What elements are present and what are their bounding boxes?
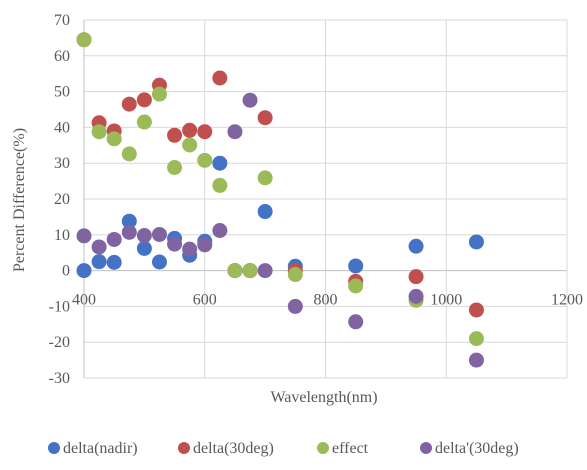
data-point [257,204,273,220]
x-tick-label: 400 [72,292,96,309]
data-points [76,32,484,368]
y-tick-label: 30 [54,155,70,172]
data-point [106,131,122,147]
data-point [212,223,228,239]
data-point [468,352,484,368]
legend-marker [317,442,329,454]
legend-label: delta(nadir) [63,440,138,457]
y-tick-label: 0 [62,263,70,280]
data-point [468,234,484,250]
y-tick-label: 60 [54,48,70,65]
y-tick-label: 10 [54,227,70,244]
legend-label: delta'(30deg) [435,440,519,457]
data-point [257,170,273,186]
data-point [468,331,484,347]
data-point [151,86,167,102]
data-point [287,267,303,283]
data-point [136,92,152,108]
y-tick-label: -30 [49,370,70,387]
data-point [121,96,137,112]
y-tick-label: 70 [54,12,70,29]
data-point [167,236,183,252]
data-point [76,263,92,279]
x-tick-label: 1000 [430,292,462,309]
data-point [182,137,198,153]
data-point [91,254,107,270]
data-point [151,226,167,242]
y-tick-label: -10 [49,298,70,315]
grid [84,19,568,379]
data-point [91,239,107,255]
data-point [408,288,424,304]
data-point [121,146,137,162]
y-axis-title: Percent Difference(%) [11,128,28,272]
data-point [76,228,92,244]
y-tick-label: -20 [49,334,70,351]
data-point [257,110,273,126]
tick-labels: -30 -20 -10 0 10 20 30 40 50 60 70 400 600 800 1000 120… [49,12,583,387]
data-point [182,122,198,138]
legend-marker [178,442,190,454]
legend-label: effect [332,440,369,457]
data-point [167,159,183,175]
data-point [197,237,213,253]
legend-label: delta(30deg) [193,440,274,457]
legend-marker [48,442,60,454]
data-point [227,263,243,279]
data-point [212,70,228,86]
data-point [408,238,424,254]
y-tick-label: 20 [54,191,70,208]
data-point [197,124,213,140]
data-point [212,177,228,193]
legend: delta(nadir) delta(30deg) effect delta'(30d… [48,440,519,457]
data-point [136,228,152,244]
y-tick-label: 40 [54,119,70,136]
data-point [408,269,424,285]
data-point [197,152,213,168]
data-point [468,302,484,318]
data-point [136,240,152,256]
data-point [257,263,273,279]
data-point [287,298,303,314]
data-point [167,127,183,143]
data-point [106,254,122,270]
x-tick-label: 800 [314,292,338,309]
data-point [348,314,364,330]
data-point [348,258,364,274]
data-point [121,224,137,240]
data-point [212,155,228,171]
data-point [136,114,152,130]
x-tick-label: 600 [193,292,217,309]
data-point [348,278,364,294]
data-point [182,241,198,257]
data-point [91,124,107,140]
data-point [121,213,137,229]
x-axis-title: Wavelength(nm) [270,389,377,406]
data-point [106,231,122,247]
data-point [76,32,92,48]
axes [83,20,567,378]
data-point [242,263,258,279]
x-tick-label: 1200 [551,292,583,309]
y-tick-label: 50 [54,84,70,101]
data-point [242,92,258,108]
data-point [151,254,167,270]
data-point [227,124,243,140]
legend-marker [420,442,432,454]
